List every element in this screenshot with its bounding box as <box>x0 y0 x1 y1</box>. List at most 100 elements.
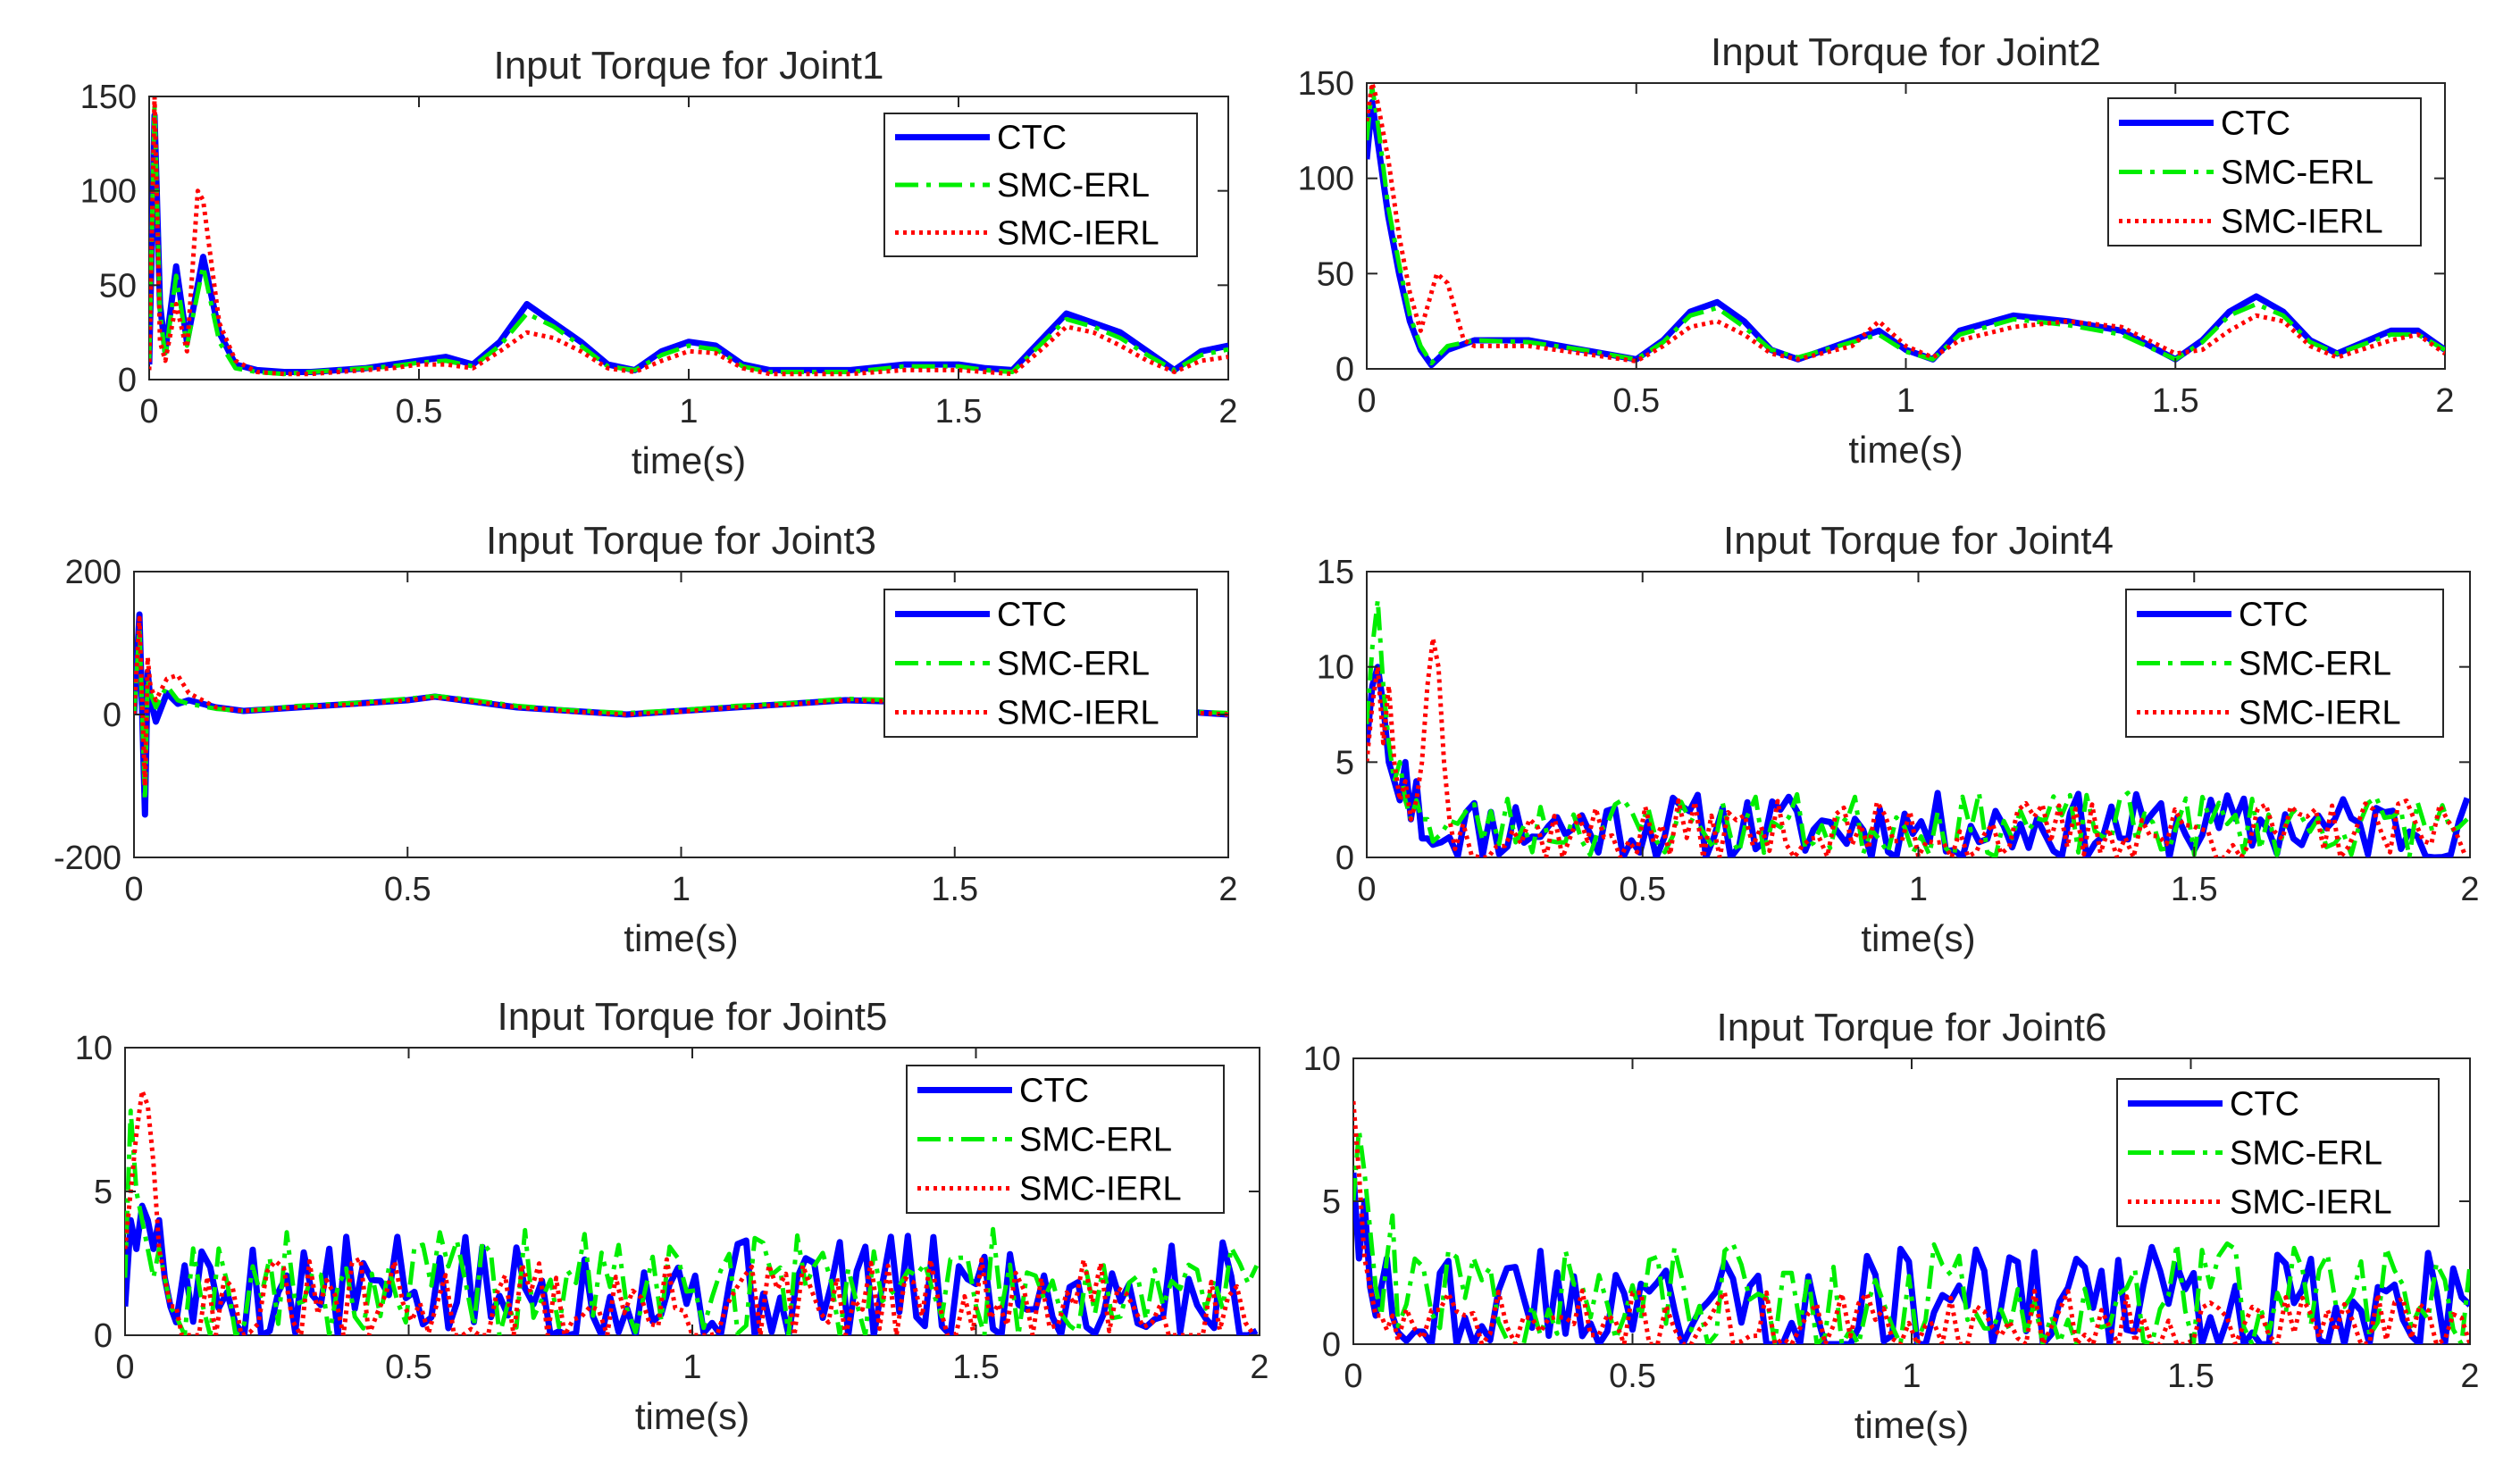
x-tick-label: 0 <box>115 1349 134 1386</box>
y-tick-label: 0 <box>118 362 137 399</box>
x-tick-label: 0.5 <box>1619 871 1666 908</box>
x-tick-label: 1 <box>1896 382 1915 420</box>
x-axis-label: time(s) <box>632 439 746 481</box>
x-tick-label: 2 <box>2435 382 2454 420</box>
legend-label: SMC-IERL <box>997 214 1160 252</box>
x-tick-label: 0.5 <box>1612 382 1660 420</box>
series-line-ctc <box>1353 1172 2470 1344</box>
x-tick-label: 0.5 <box>396 393 443 430</box>
legend-label: CTC <box>997 120 1067 157</box>
y-tick-label: 100 <box>1298 161 1354 198</box>
chart-panel-joint6: 0 0.5 1 1.5 2 0 5 10 Input Torque for Joint6 time… <box>1303 1006 2480 1446</box>
y-tick-label: 15 <box>1317 554 1354 591</box>
y-tick-label: 0 <box>1335 351 1354 389</box>
x-tick-label: 0.5 <box>1609 1358 1656 1395</box>
y-tick-label: 5 <box>94 1174 113 1211</box>
y-tick-label: 150 <box>80 79 137 116</box>
x-tick-label: 2 <box>1218 871 1237 908</box>
series-line-smc-erl <box>125 1108 1260 1335</box>
x-tick-label: 2 <box>2460 1358 2479 1395</box>
legend: CTC SMC-ERL SMC-IERL <box>883 113 1198 257</box>
legend-label: CTC <box>997 597 1067 634</box>
legend: CTC SMC-ERL SMC-IERL <box>2125 589 2444 738</box>
series-line-smc-ierl <box>1353 1100 2470 1344</box>
legend: CTC SMC-ERL SMC-IERL <box>2107 97 2422 247</box>
chart-panel-joint4: 0 0.5 1 1.5 2 0 5 10 15 Input Torque for Joint4 ti… <box>1317 519 2480 959</box>
x-tick-label: 1 <box>672 871 691 908</box>
x-tick-label: 1.5 <box>2171 871 2218 908</box>
chart-panel-joint1: 0 0.5 1 1.5 2 0 50 100 150 Input Torque for Joint… <box>80 44 1238 481</box>
legend: CTC SMC-ERL SMC-IERL <box>2116 1078 2440 1227</box>
legend: CTC SMC-ERL SMC-IERL <box>906 1065 1225 1214</box>
y-tick-label: 5 <box>1322 1183 1341 1221</box>
x-tick-label: 0.5 <box>385 1349 432 1386</box>
legend-label: SMC-IERL <box>997 695 1160 732</box>
chart-title: Input Torque for Joint4 <box>1723 519 2114 563</box>
legend-label: SMC-IERL <box>2230 1184 2392 1222</box>
chart-title: Input Torque for Joint1 <box>493 44 883 88</box>
legend-label: SMC-ERL <box>2239 646 2391 683</box>
x-tick-label: 1.5 <box>931 871 978 908</box>
chart-title: Input Torque for Joint5 <box>497 995 887 1039</box>
x-tick-label: 2 <box>1218 393 1237 430</box>
legend-label: CTC <box>2230 1086 2299 1124</box>
legend-label: SMC-ERL <box>1019 1122 1172 1159</box>
x-axis-label: time(s) <box>1861 917 1975 959</box>
x-tick-label: 1 <box>679 393 698 430</box>
legend-label: SMC-ERL <box>997 646 1150 683</box>
chart-panel-joint2: 0 0.5 1 1.5 2 0 50 100 150 Input Torque for Joint… <box>1298 30 2455 471</box>
series-line-smc-erl <box>1367 598 2469 857</box>
chart-panel-joint5: 0 0.5 1 1.5 2 0 5 10 Input Torque for Joint5 time… <box>75 995 1269 1437</box>
x-tick-label: 0 <box>139 393 158 430</box>
y-tick-label: 200 <box>65 554 121 591</box>
series-line-smc-ierl <box>125 1088 1256 1335</box>
y-tick-label: 10 <box>75 1030 113 1067</box>
y-tick-label: 10 <box>1303 1041 1341 1078</box>
x-axis-label: time(s) <box>624 917 738 959</box>
x-axis-label: time(s) <box>635 1395 749 1437</box>
chart-title: Input Torque for Joint6 <box>1716 1006 2106 1049</box>
x-tick-label: 1.5 <box>2167 1358 2214 1395</box>
x-axis-label: time(s) <box>1848 429 1963 471</box>
y-tick-label: 5 <box>1335 744 1354 781</box>
y-tick-label: 0 <box>1335 840 1354 877</box>
chart-title: Input Torque for Joint3 <box>486 519 876 563</box>
y-tick-label: 150 <box>1298 65 1354 103</box>
x-tick-label: 1.5 <box>952 1349 1000 1386</box>
legend-label: CTC <box>2221 105 2290 143</box>
y-tick-label: 100 <box>80 173 137 211</box>
series-line-smc-erl <box>149 104 1228 377</box>
legend-label: SMC-ERL <box>2230 1135 2382 1173</box>
legend-label: SMC-ERL <box>997 167 1150 205</box>
legend: CTC SMC-ERL SMC-IERL <box>883 589 1198 738</box>
y-tick-label: 50 <box>1317 255 1354 293</box>
x-tick-label: 1 <box>682 1349 701 1386</box>
legend-label: SMC-IERL <box>1019 1171 1182 1208</box>
legend-label: SMC-ERL <box>2221 155 2373 192</box>
y-tick-label: 0 <box>1322 1326 1341 1364</box>
x-tick-label: 1.5 <box>935 393 983 430</box>
y-tick-label: -200 <box>54 840 121 877</box>
x-tick-label: 0 <box>1357 871 1376 908</box>
series-line-smc-ierl <box>134 615 1228 789</box>
y-tick-label: 0 <box>94 1317 113 1355</box>
x-tick-label: 0 <box>124 871 143 908</box>
x-tick-label: 1 <box>1909 871 1928 908</box>
y-tick-label: 0 <box>103 697 121 734</box>
y-tick-label: 10 <box>1317 649 1354 687</box>
x-axis-label: time(s) <box>1854 1404 1969 1446</box>
y-tick-label: 50 <box>99 267 137 305</box>
chart-title: Input Torque for Joint2 <box>1711 30 2101 74</box>
x-tick-label: 0.5 <box>384 871 431 908</box>
x-tick-label: 2 <box>1250 1349 1268 1386</box>
x-tick-label: 0 <box>1344 1358 1362 1395</box>
series-line-smc-ierl <box>1367 636 2467 857</box>
legend-label: SMC-IERL <box>2221 204 2383 241</box>
x-tick-label: 1 <box>1902 1358 1921 1395</box>
legend-label: CTC <box>1019 1073 1089 1110</box>
x-tick-label: 1.5 <box>2152 382 2199 420</box>
series-line-smc-ierl <box>149 96 1228 377</box>
legend-label: SMC-IERL <box>2239 695 2401 732</box>
